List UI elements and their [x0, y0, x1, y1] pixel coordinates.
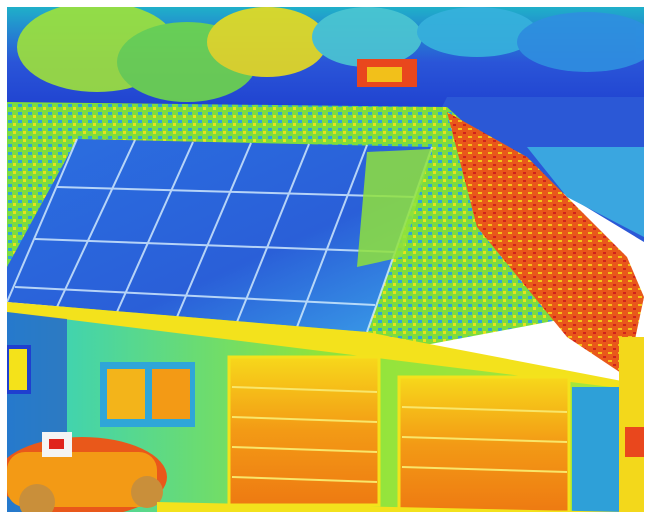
thermal-photo	[7, 7, 644, 512]
